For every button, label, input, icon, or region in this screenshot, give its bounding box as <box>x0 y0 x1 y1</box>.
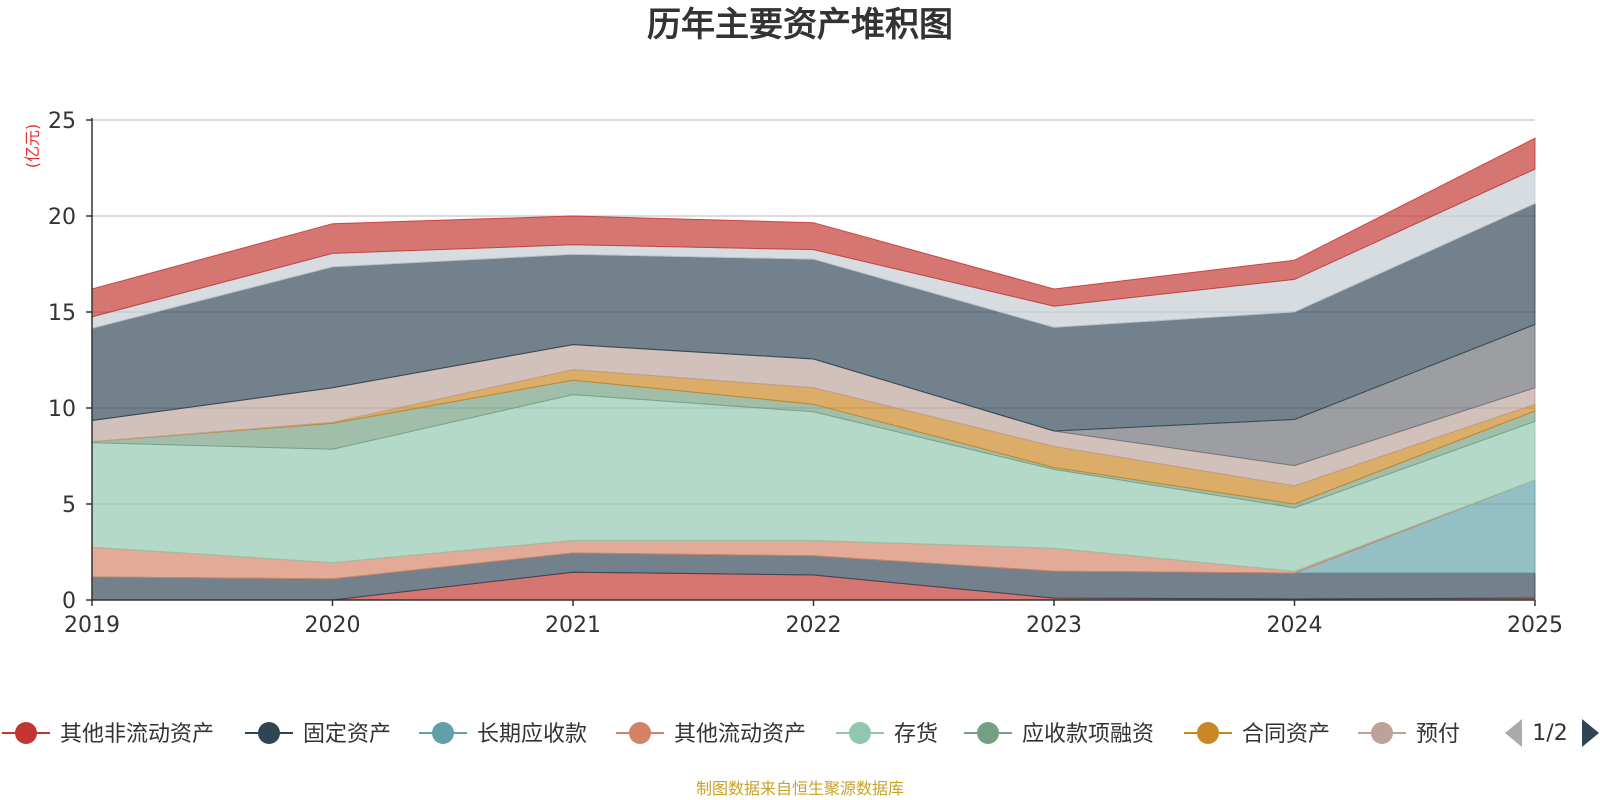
legend-item-4[interactable]: 存货 <box>836 722 938 747</box>
legend-pager: 1/2 <box>1505 719 1599 747</box>
y-tick-label-3: 15 <box>48 301 76 326</box>
y-axis-unit-label: (亿元) <box>23 124 42 169</box>
x-tick-label-6: 2025 <box>1507 613 1563 638</box>
legend-marker-icon-5 <box>977 722 999 744</box>
chart-title: 历年主要资产堆积图 <box>647 5 953 45</box>
legend-label-2: 长期应收款 <box>477 722 587 747</box>
legend-item-6[interactable]: 合同资产 <box>1184 722 1330 747</box>
legend-items: 其他非流动资产 固定资产 长期应收款 其他流动资产 存货 应收款项融资 合同资产 预付 <box>2 722 1460 747</box>
legend-item-3[interactable]: 其他流动资产 <box>616 722 806 747</box>
x-tick-label-2: 2021 <box>545 613 601 638</box>
legend-label-3: 其他流动资产 <box>674 722 806 747</box>
legend-marker-icon-3 <box>629 722 651 744</box>
x-tick-label-4: 2023 <box>1026 613 1082 638</box>
legend-item-1[interactable]: 固定资产 <box>245 722 391 747</box>
legend-label-1: 固定资产 <box>303 722 391 747</box>
legend-item-5[interactable]: 应收款项融资 <box>964 722 1154 747</box>
area-series-11 <box>91 137 1536 318</box>
legend-item-7[interactable]: 预付 <box>1358 722 1460 747</box>
legend-item-0[interactable]: 其他非流动资产 <box>2 722 214 747</box>
legend-marker-icon-0 <box>15 722 37 744</box>
y-tick-label-0: 0 <box>62 589 76 614</box>
legend-label-0: 其他非流动资产 <box>60 722 214 747</box>
y-tick-label-4: 20 <box>48 205 76 230</box>
legend-marker-icon-4 <box>849 722 871 744</box>
legend-marker-icon-7 <box>1371 722 1393 744</box>
legend: 其他非流动资产 固定资产 长期应收款 其他流动资产 存货 应收款项融资 合同资产 预付 <box>2 722 1460 747</box>
legend-label-6: 合同资产 <box>1242 722 1330 747</box>
legend-marker-icon-6 <box>1197 722 1219 744</box>
y-tick-label-2: 10 <box>48 397 76 422</box>
legend-item-2[interactable]: 长期应收款 <box>419 722 587 747</box>
x-tick-label-5: 2024 <box>1267 613 1323 638</box>
legend-prev-page-icon[interactable] <box>1505 719 1522 747</box>
x-tick-label-1: 2020 <box>305 613 361 638</box>
y-tick-label-5: 25 <box>48 109 76 134</box>
area-series <box>91 137 1536 601</box>
legend-next-page-icon[interactable] <box>1582 719 1599 747</box>
legend-label-5: 应收款项融资 <box>1022 722 1154 747</box>
legend-page-indicator: 1/2 <box>1532 721 1567 746</box>
legend-label-7: 预付 <box>1416 722 1460 747</box>
source-note: 制图数据来自恒生聚源数据库 <box>696 779 904 798</box>
y-tick-label-1: 5 <box>62 493 76 518</box>
legend-marker-icon-1 <box>258 722 280 744</box>
legend-marker-icon-2 <box>432 722 454 744</box>
x-tick-label-0: 2019 <box>64 613 120 638</box>
x-tick-label-3: 2022 <box>786 613 842 638</box>
legend-label-4: 存货 <box>894 722 938 747</box>
